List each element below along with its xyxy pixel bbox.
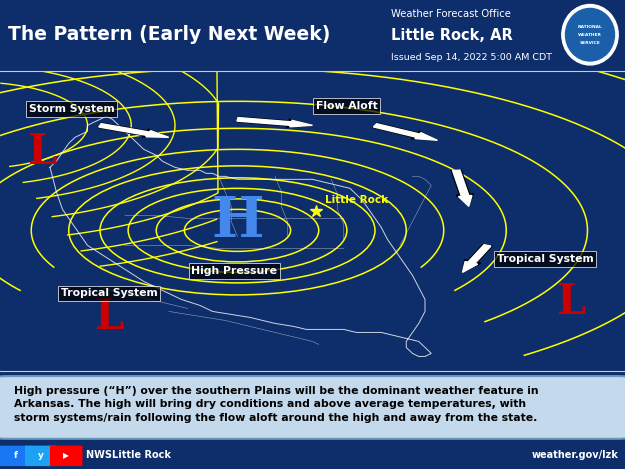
Text: Flow Aloft: Flow Aloft	[316, 101, 378, 111]
Text: WEATHER: WEATHER	[578, 33, 602, 37]
Text: f: f	[14, 451, 18, 460]
Text: L: L	[95, 296, 124, 339]
FancyArrow shape	[373, 124, 438, 140]
Text: y: y	[38, 451, 44, 460]
Text: Little Rock: Little Rock	[325, 195, 388, 205]
Circle shape	[566, 8, 614, 61]
FancyArrow shape	[99, 124, 169, 137]
FancyArrow shape	[237, 117, 312, 128]
FancyArrow shape	[98, 123, 169, 137]
FancyArrow shape	[462, 245, 491, 272]
Text: Weather Forecast Office: Weather Forecast Office	[391, 9, 511, 19]
Text: High pressure (“H”) over the southern Plains will be the dominant weather featur: High pressure (“H”) over the southern Pl…	[14, 386, 538, 423]
FancyBboxPatch shape	[0, 376, 625, 439]
Text: Little Rock, AR: Little Rock, AR	[391, 28, 512, 43]
Text: SERVICE: SERVICE	[579, 41, 601, 45]
FancyArrow shape	[462, 244, 492, 272]
Text: weather.gov/lzk: weather.gov/lzk	[532, 450, 619, 461]
Text: L: L	[28, 131, 57, 174]
Text: High Pressure: High Pressure	[191, 266, 278, 276]
Text: L: L	[558, 281, 586, 324]
FancyBboxPatch shape	[0, 446, 32, 466]
Text: H: H	[211, 194, 264, 249]
FancyBboxPatch shape	[25, 446, 58, 466]
FancyArrow shape	[452, 170, 472, 206]
Text: ▶: ▶	[63, 451, 69, 460]
Text: NATIONAL: NATIONAL	[578, 25, 602, 29]
Text: The Pattern (Early Next Week): The Pattern (Early Next Week)	[8, 25, 330, 44]
FancyBboxPatch shape	[50, 446, 82, 466]
FancyArrow shape	[372, 123, 438, 140]
Text: Storm System: Storm System	[29, 104, 115, 114]
FancyArrow shape	[451, 170, 473, 206]
Circle shape	[562, 5, 618, 65]
Text: Issued Sep 14, 2022 5:00 AM CDT: Issued Sep 14, 2022 5:00 AM CDT	[391, 53, 552, 61]
Text: Tropical System: Tropical System	[497, 254, 593, 264]
FancyArrow shape	[237, 118, 312, 127]
Text: Tropical System: Tropical System	[61, 288, 158, 298]
Text: NWSLittle Rock: NWSLittle Rock	[86, 450, 171, 461]
